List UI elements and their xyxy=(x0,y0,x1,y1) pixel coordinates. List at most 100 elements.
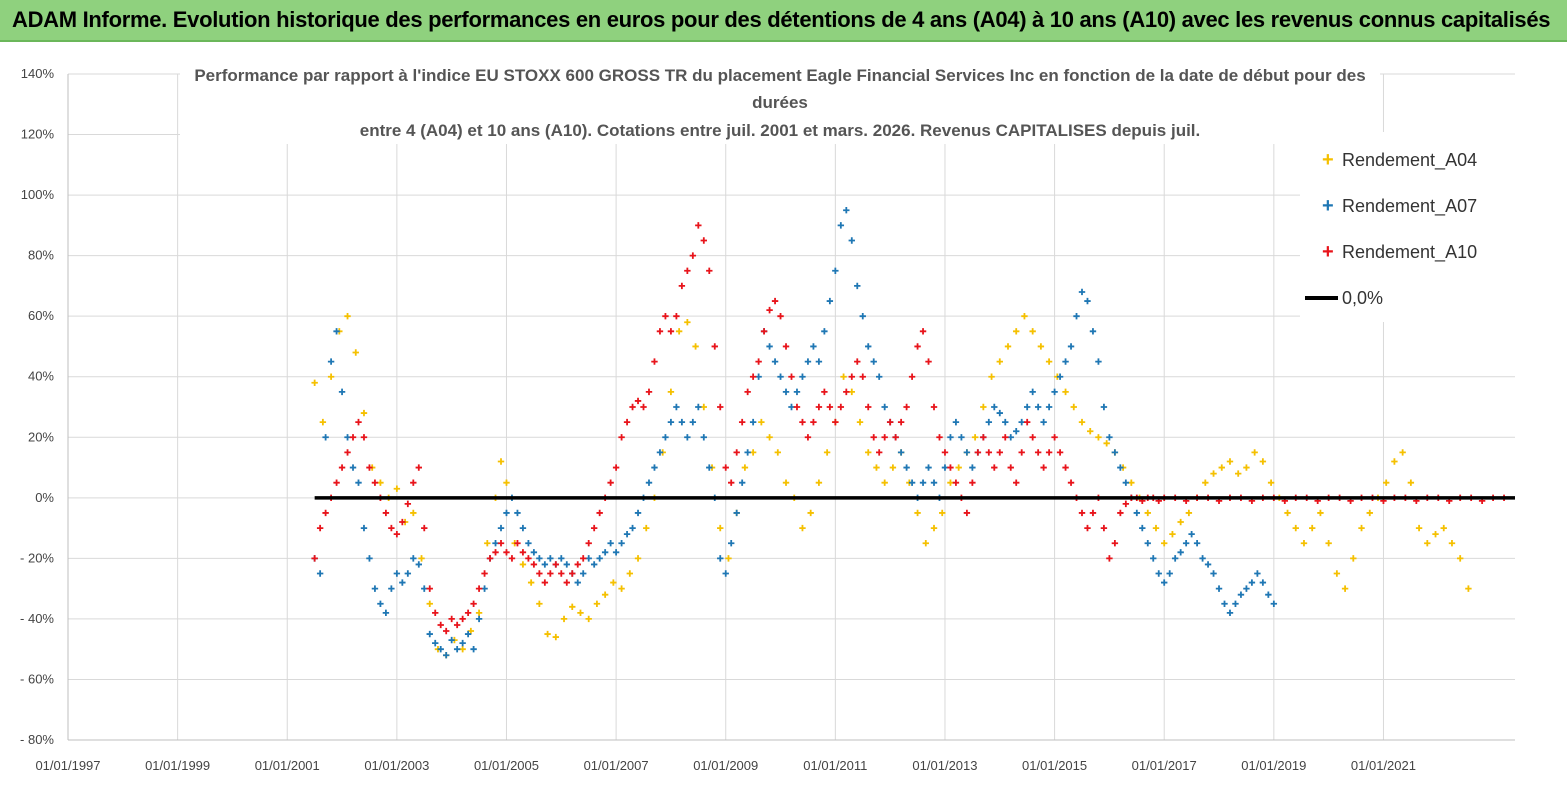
x-tick-label: 01/01/2005 xyxy=(474,758,539,773)
data-point xyxy=(662,312,669,320)
data-point xyxy=(634,509,642,517)
data-point xyxy=(623,418,631,426)
data-point xyxy=(344,434,351,441)
data-point xyxy=(519,561,527,568)
data-point xyxy=(1095,434,1102,441)
y-tick-label: - 60% xyxy=(20,671,54,686)
data-point xyxy=(464,630,472,638)
data-point xyxy=(1023,418,1031,426)
data-point xyxy=(807,509,814,517)
data-point xyxy=(1358,524,1365,532)
data-point xyxy=(738,418,746,426)
data-point xyxy=(626,570,634,577)
data-point xyxy=(1002,418,1009,426)
data-point xyxy=(497,540,505,547)
data-point xyxy=(448,615,455,623)
data-point xyxy=(1062,358,1069,365)
data-point xyxy=(974,449,982,456)
data-point xyxy=(1111,449,1119,456)
data-point xyxy=(706,267,713,274)
data-point xyxy=(1424,540,1431,547)
data-point xyxy=(777,312,784,320)
data-point xyxy=(421,585,428,592)
data-point xyxy=(1007,464,1014,471)
data-point xyxy=(426,630,433,638)
data-point xyxy=(777,373,784,380)
data-point xyxy=(1087,428,1094,435)
data-point xyxy=(552,633,560,641)
data-point xyxy=(1237,591,1245,598)
data-point xyxy=(996,358,1003,365)
data-point xyxy=(832,418,839,426)
data-point xyxy=(536,555,543,562)
data-point xyxy=(1188,530,1195,538)
data-point xyxy=(366,464,373,471)
data-point xyxy=(760,328,768,335)
data-point xyxy=(848,388,855,396)
data-point xyxy=(728,540,735,547)
data-point xyxy=(1254,570,1261,577)
data-point xyxy=(399,579,406,586)
data-point xyxy=(782,479,790,486)
data-point xyxy=(821,388,828,396)
data-point xyxy=(316,570,324,577)
data-point xyxy=(1013,328,1020,335)
data-point xyxy=(1391,458,1398,465)
legend-marker-a10: + xyxy=(1322,241,1334,263)
data-point xyxy=(793,388,801,396)
data-point xyxy=(1051,434,1058,441)
data-point xyxy=(410,509,417,517)
data-point xyxy=(585,540,592,547)
data-point xyxy=(388,524,395,532)
data-point xyxy=(410,479,417,486)
data-point xyxy=(941,449,949,456)
data-point xyxy=(349,434,357,441)
data-point xyxy=(788,403,795,411)
legend-marker-a07: + xyxy=(1322,195,1334,217)
data-point xyxy=(1070,403,1077,411)
data-point xyxy=(843,388,850,396)
data-point xyxy=(782,343,790,350)
data-point xyxy=(881,434,888,441)
data-point xyxy=(1004,343,1012,350)
data-point xyxy=(541,561,549,568)
data-point xyxy=(865,343,872,350)
data-point xyxy=(837,403,845,411)
data-point xyxy=(322,434,329,441)
data-point xyxy=(492,540,499,547)
data-point xyxy=(859,312,866,320)
data-point xyxy=(969,479,976,486)
data-point xyxy=(360,434,368,441)
data-point xyxy=(1166,570,1173,577)
data-point xyxy=(678,418,686,426)
data-point xyxy=(377,600,384,607)
data-point xyxy=(854,282,861,290)
data-point xyxy=(656,449,664,456)
chart-title-line-2: durées xyxy=(752,93,808,112)
data-point xyxy=(475,585,483,592)
data-point xyxy=(585,555,592,562)
data-point xyxy=(985,449,993,456)
data-point xyxy=(382,609,390,617)
data-point xyxy=(442,652,450,659)
data-point xyxy=(410,555,417,562)
legend-label-a04: Rendement_A04 xyxy=(1342,150,1477,171)
data-point xyxy=(1152,524,1160,532)
data-point xyxy=(675,328,683,335)
data-point xyxy=(1232,600,1239,607)
x-tick-label: 01/01/2017 xyxy=(1132,758,1197,773)
data-point xyxy=(1037,343,1045,350)
data-point xyxy=(643,524,650,532)
y-tick-label: 120% xyxy=(21,127,55,142)
data-point xyxy=(667,418,675,426)
data-point xyxy=(558,555,565,562)
data-point xyxy=(327,358,335,365)
data-point xyxy=(1021,312,1028,320)
data-point xyxy=(486,555,494,562)
x-axis: 01/01/1997 01/01/1999 01/01/2001 01/01/2003… xyxy=(35,739,1515,773)
data-point xyxy=(418,555,425,562)
data-point xyxy=(897,449,905,456)
data-point xyxy=(536,570,543,577)
data-point xyxy=(1456,555,1464,562)
data-point xyxy=(969,464,976,471)
